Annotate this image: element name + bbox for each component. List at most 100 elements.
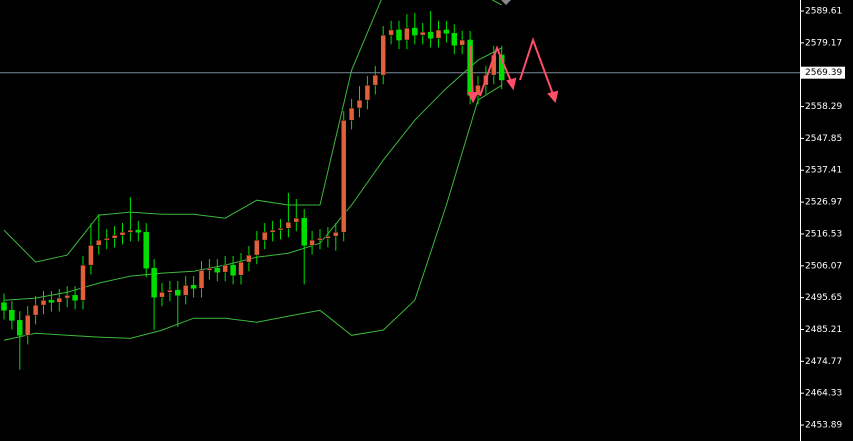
arrow — [519, 36, 555, 98]
candle — [364, 76, 371, 110]
y-tick-label: 2558.29 — [805, 102, 842, 112]
candle-body — [293, 217, 300, 223]
drawn-arrows — [467, 36, 559, 104]
candle-body — [451, 33, 458, 46]
candle — [269, 220, 276, 242]
candle — [24, 306, 31, 345]
candle-body — [24, 314, 31, 336]
candle-body — [206, 267, 213, 271]
candle-body — [348, 107, 355, 121]
candle-body — [356, 99, 363, 109]
candle — [451, 24, 458, 55]
candle-body — [269, 229, 276, 233]
candle — [293, 198, 300, 232]
candle-body — [80, 264, 86, 301]
candle — [459, 30, 465, 55]
candle-body — [340, 119, 347, 233]
candle-body — [459, 39, 465, 46]
candle — [261, 223, 268, 250]
candle-body — [222, 264, 228, 273]
candle — [309, 230, 315, 255]
band-upper — [3, 0, 502, 263]
candle — [167, 281, 173, 302]
candle-body — [88, 245, 94, 266]
candle-body — [333, 231, 339, 237]
candle — [285, 192, 292, 238]
candle — [254, 230, 260, 265]
candle — [56, 288, 63, 312]
y-tick-label: 2506.07 — [805, 261, 842, 271]
candle — [127, 197, 134, 242]
candle-body — [230, 264, 236, 276]
y-tick-label: 2453.89 — [805, 421, 842, 431]
candle-body — [103, 238, 110, 241]
candle — [333, 223, 339, 251]
candle — [206, 259, 213, 280]
candle — [175, 281, 181, 328]
candle — [222, 255, 228, 282]
candle-body — [151, 267, 157, 298]
candle — [380, 25, 386, 85]
candle — [72, 286, 78, 310]
candle — [119, 223, 126, 245]
candle — [435, 20, 442, 48]
candle-body — [261, 231, 268, 241]
candle — [48, 291, 55, 312]
candle-body — [309, 239, 315, 246]
arrowhead — [547, 90, 559, 104]
candle-body — [285, 221, 292, 229]
top-marker — [501, 0, 511, 5]
last-price-label: 2569.39 — [805, 68, 842, 78]
y-tick-label: 2526.97 — [805, 198, 842, 208]
candle — [348, 98, 355, 130]
candle-body — [56, 297, 63, 303]
y-tick-label: 2579.17 — [805, 38, 842, 48]
candle-body — [214, 267, 221, 273]
y-tick-label: 2474.77 — [805, 357, 842, 367]
plot-area — [0, 0, 800, 370]
y-tick-label: 2589.61 — [805, 7, 842, 17]
candle-body — [119, 231, 126, 236]
candle-body — [317, 238, 323, 241]
candle-body — [419, 31, 426, 36]
candle-body — [246, 254, 252, 263]
candle-body — [32, 304, 39, 316]
candle-body — [372, 74, 379, 86]
candle-body — [198, 270, 205, 289]
candle — [64, 286, 70, 308]
candle — [198, 261, 205, 298]
candle-body — [475, 84, 481, 96]
last-price-box — [801, 66, 845, 79]
arrow — [479, 45, 513, 97]
candle — [135, 220, 142, 242]
candle-body — [364, 84, 371, 101]
candle — [301, 209, 307, 285]
candle-body — [396, 29, 402, 41]
candle — [230, 255, 236, 285]
candle — [103, 229, 110, 250]
candle-body — [175, 289, 181, 296]
candle-body — [301, 217, 307, 246]
candle-body — [111, 234, 118, 239]
candle — [143, 223, 149, 278]
candle-body — [277, 227, 284, 231]
band-lower — [3, 84, 502, 341]
candle-body — [72, 295, 78, 301]
y-tick-label: 2516.53 — [805, 229, 842, 239]
candle-body — [167, 289, 173, 293]
candle — [419, 22, 426, 45]
candle — [17, 311, 23, 370]
candle-body — [388, 29, 394, 36]
candle-body — [254, 239, 260, 256]
candle-body — [48, 299, 55, 303]
candle — [427, 11, 434, 48]
candle-body — [182, 285, 189, 296]
arrowhead — [506, 77, 517, 91]
candle-body — [64, 295, 70, 299]
candle — [277, 219, 284, 240]
candle-body — [9, 310, 15, 321]
candle-body — [40, 299, 47, 306]
candle — [96, 214, 102, 255]
candle — [325, 227, 331, 248]
